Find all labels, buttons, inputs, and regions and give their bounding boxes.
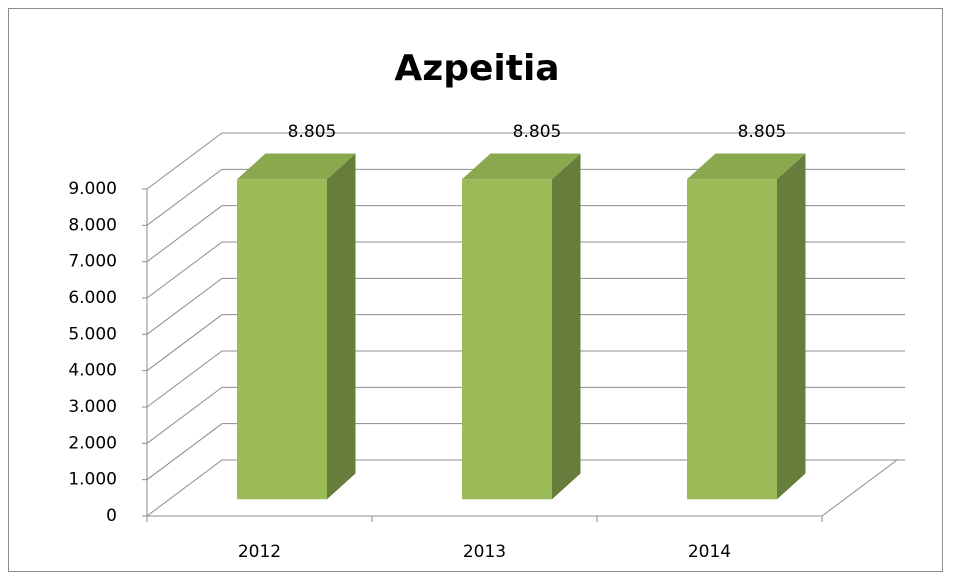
x-tick-label: 2012 <box>238 542 281 562</box>
y-tick-label: 5.000 <box>68 324 117 344</box>
bar-front <box>237 179 327 500</box>
y-tick-label: 6.000 <box>68 288 117 308</box>
grid-line <box>146 241 905 299</box>
grid-line <box>146 205 905 263</box>
bar-top <box>237 153 356 180</box>
y-tick-label: 0 <box>106 506 117 526</box>
bar-side <box>552 153 581 500</box>
x-tick-label: 2014 <box>688 542 731 562</box>
value-label: 8.805 <box>288 122 337 142</box>
grid-line <box>146 350 905 408</box>
bar-front <box>687 179 777 500</box>
grid-line <box>146 459 905 517</box>
y-tick-label: 3.000 <box>68 397 117 417</box>
value-label: 8.805 <box>513 122 562 142</box>
grid-line <box>146 423 905 481</box>
bar-top <box>462 153 581 180</box>
x-tick-label: 2013 <box>463 542 506 562</box>
grid-line <box>146 314 905 372</box>
value-label: 8.805 <box>738 122 787 142</box>
bar <box>462 153 581 500</box>
bar-front <box>462 179 552 500</box>
bar-side <box>777 153 806 500</box>
y-tick-label: 8.000 <box>68 215 117 235</box>
bar <box>687 153 806 500</box>
y-tick-label: 4.000 <box>68 361 117 381</box>
chart-title: Azpeitia <box>394 48 559 89</box>
grid-line <box>146 277 905 335</box>
grid-line <box>146 386 905 444</box>
y-tick-label: 9.000 <box>68 179 117 199</box>
bar-top <box>687 153 806 180</box>
y-tick-label: 2.000 <box>68 433 117 453</box>
y-tick-label: 1.000 <box>68 470 117 490</box>
grid-line <box>146 168 905 226</box>
bar-side <box>327 153 356 500</box>
bar <box>237 153 356 500</box>
grid-line <box>146 132 905 190</box>
y-tick-label: 7.000 <box>68 252 117 272</box>
